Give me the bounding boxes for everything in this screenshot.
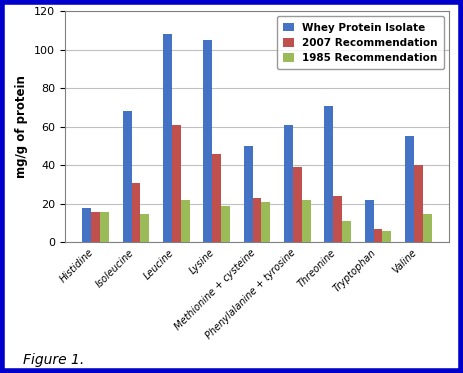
Bar <box>212 154 221 242</box>
Bar <box>244 146 252 242</box>
Bar <box>82 208 91 242</box>
Y-axis label: mg/g of protein: mg/g of protein <box>15 75 28 178</box>
Bar <box>365 200 374 242</box>
Bar <box>252 198 262 242</box>
Legend: Whey Protein Isolate, 2007 Recommendation, 1985 Recommendation: Whey Protein Isolate, 2007 Recommendatio… <box>277 16 444 69</box>
Bar <box>123 112 131 242</box>
Bar <box>100 211 109 242</box>
Bar <box>91 211 100 242</box>
Bar <box>293 167 302 242</box>
Bar <box>374 229 382 242</box>
Bar <box>221 206 230 242</box>
Bar <box>140 213 149 242</box>
Bar <box>342 221 351 242</box>
Bar <box>172 125 181 242</box>
Bar <box>163 34 172 242</box>
Bar <box>405 137 414 242</box>
Text: Figure 1.: Figure 1. <box>23 353 84 367</box>
Bar <box>325 106 333 242</box>
Bar <box>284 125 293 242</box>
Bar <box>333 196 342 242</box>
Bar <box>414 165 423 242</box>
Bar <box>203 40 212 242</box>
Bar <box>262 202 270 242</box>
Bar <box>302 200 311 242</box>
Bar <box>382 231 391 242</box>
Bar <box>423 213 432 242</box>
Bar <box>131 183 140 242</box>
Bar <box>181 200 189 242</box>
